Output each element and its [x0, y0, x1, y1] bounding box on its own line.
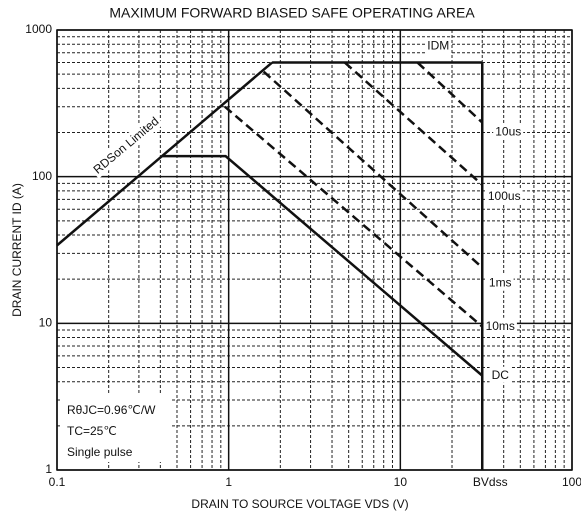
label-background: [483, 317, 517, 334]
series-label: DC: [492, 368, 510, 382]
x-tick-label: 0.1: [49, 475, 66, 489]
series-label: BVdss: [473, 475, 508, 489]
x-tick-label: 10: [394, 475, 408, 489]
series-line: [162, 154, 484, 377]
info-text: RθJC=0.96℃/W: [67, 403, 156, 417]
chart-title: MAXIMUM FORWARD BIASED SAFE OPERATING AR…: [109, 5, 475, 21]
series-line: [262, 70, 484, 269]
label-background: [470, 474, 510, 491]
series-label: 100us: [488, 189, 521, 203]
x-tick-label: 100: [562, 475, 581, 489]
label-background: [493, 123, 524, 140]
label-background: [486, 274, 514, 291]
y-axis-label: DRAIN CURRENT ID (A): [10, 183, 24, 317]
plot-frame: [56, 29, 573, 471]
label-background: [489, 366, 512, 383]
info-box: [62, 394, 170, 462]
y-tick-label: 10: [39, 316, 53, 330]
series-line: [224, 105, 484, 328]
series-label: 10ms: [486, 319, 515, 333]
y-tick-label: 1: [45, 462, 52, 476]
label-background: [485, 187, 523, 204]
y-tick-label: 100: [32, 169, 52, 183]
y-tick-label: 1000: [25, 22, 52, 36]
x-tick-label: 1: [225, 475, 232, 489]
series-label: 10us: [495, 125, 521, 139]
label-background: [425, 37, 452, 54]
series-line: [344, 61, 484, 186]
series-line: [56, 61, 273, 247]
x-axis-label: DRAIN TO SOURCE VOLTAGE VDS (V): [191, 497, 408, 511]
series-label: IDM: [427, 39, 449, 53]
info-text: Single pulse: [67, 445, 133, 459]
series-label: 1ms: [489, 276, 512, 290]
info-text: TC=25℃: [67, 424, 117, 438]
label-background: [88, 111, 164, 179]
series-line: [416, 61, 484, 124]
